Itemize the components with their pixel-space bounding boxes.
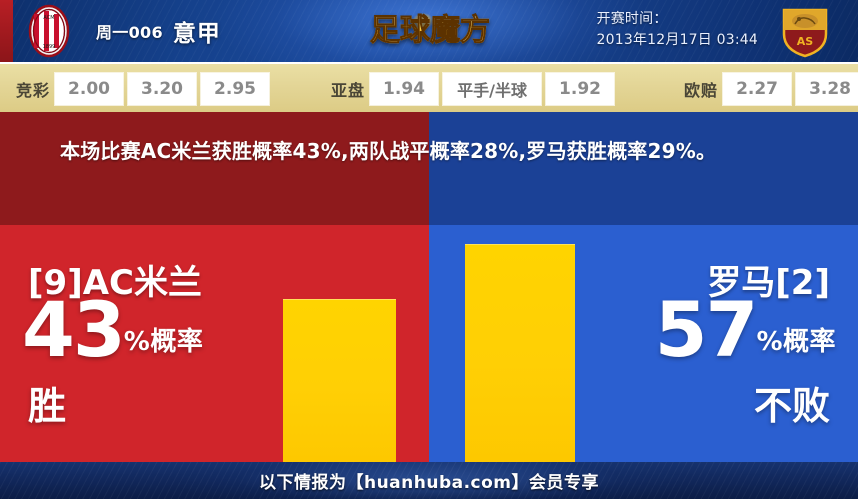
- brand-text: 足球魔方: [370, 13, 491, 48]
- summary-text: 本场比赛AC米兰获胜概率43%,两队战平概率28%,罗马获胜概率29%。: [60, 139, 717, 163]
- league-name: 意甲: [172, 21, 221, 47]
- home-probability: 43 %概率: [22, 285, 204, 374]
- away-team-panel: 罗马[2] 57 %概率 不败: [429, 225, 858, 462]
- odds-cell-asian-handicap[interactable]: 平手/半球: [443, 73, 542, 105]
- svg-text:ACM: ACM: [43, 15, 54, 21]
- odds-cell-jingcai-draw[interactable]: 3.20: [128, 73, 197, 105]
- odds-bar: 竞彩 2.00 3.20 2.95 亚盘 1.94 平手/半球 1.92 欧赔 …: [0, 62, 858, 114]
- odds-group-jingcai: 竞彩 2.00 3.20 2.95: [16, 73, 270, 105]
- away-probability-value: 57: [654, 285, 759, 374]
- odds-cell-european-draw[interactable]: 3.28: [796, 73, 858, 105]
- brand-sparkle-icon: [409, 10, 437, 32]
- odds-cell-jingcai-away[interactable]: 2.95: [201, 73, 270, 105]
- away-probability-suffix: %概率: [756, 327, 836, 358]
- summary-band-left: [0, 112, 429, 225]
- header-bar: ACM 1899 周一006 意甲 足球魔方 开赛时间： 2013年12月17日…: [0, 0, 858, 62]
- home-probability-value: 43: [22, 285, 126, 374]
- ac-milan-crest-icon: ACM 1899: [28, 4, 70, 58]
- odds-label-european: 欧赔: [684, 81, 719, 100]
- away-team-name: 罗马[2]: [707, 263, 830, 303]
- as-roma-crest-icon: AS: [782, 8, 828, 58]
- svg-text:AS: AS: [797, 35, 814, 48]
- brand-logo: 足球魔方: [355, 8, 505, 54]
- summary-band: [0, 112, 858, 225]
- kickoff-label: 开赛时间：: [596, 11, 668, 27]
- odds-cell-asian-away[interactable]: 1.92: [546, 73, 615, 105]
- kickoff-value: 2013年12月17日 03:44: [596, 32, 758, 48]
- match-number: 周一006: [96, 23, 163, 42]
- summary-band-right: [429, 112, 858, 225]
- footer-text: 以下情报为【huanhuba.com】会员专享: [258, 473, 600, 493]
- odds-group-european: 欧赔 2.27 3.28 3.06: [684, 73, 858, 105]
- home-probability-bar: [283, 299, 396, 462]
- footer-bar: 以下情报为【huanhuba.com】会员专享: [0, 462, 858, 499]
- home-team-panel: [9]AC米兰 43 %概率 胜: [0, 225, 429, 462]
- home-probability-suffix: %概率: [123, 327, 204, 358]
- svg-text:1899: 1899: [43, 44, 56, 50]
- odds-label-asian: 亚盘: [331, 81, 366, 100]
- odds-cell-asian-home[interactable]: 1.94: [370, 73, 439, 105]
- away-verdict: 不败: [753, 384, 830, 428]
- odds-label-jingcai: 竞彩: [16, 81, 51, 100]
- kickoff-info: 开赛时间： 2013年12月17日 03:44: [597, 9, 758, 51]
- odds-cell-european-home[interactable]: 2.27: [723, 73, 792, 105]
- home-verdict: 胜: [28, 384, 67, 428]
- away-probability: 57 %概率: [654, 285, 836, 374]
- probability-panels: [9]AC米兰 43 %概率 胜 罗马[2] 57 %概率 不败: [0, 225, 858, 462]
- odds-cell-jingcai-home[interactable]: 2.00: [55, 73, 124, 105]
- away-probability-bar: [465, 244, 575, 462]
- header-accent-stripe: [0, 0, 13, 62]
- home-team-name: [9]AC米兰: [28, 263, 203, 303]
- odds-group-asian: 亚盘 1.94 平手/半球 1.92: [331, 73, 615, 105]
- match-title: 周一006 意甲: [96, 0, 221, 62]
